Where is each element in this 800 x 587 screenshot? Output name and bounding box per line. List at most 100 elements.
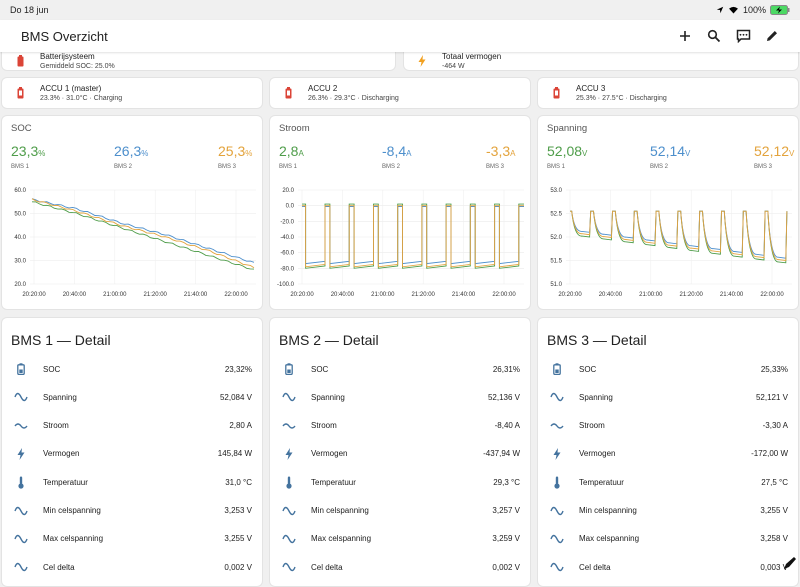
entity-row[interactable]: Max celspanning 3,259 V bbox=[270, 529, 530, 549]
thermometer-icon bbox=[286, 476, 292, 489]
page-title: BMS Overzicht bbox=[21, 28, 108, 44]
accu-1-card[interactable]: ACCU 1 (master) 23.3% · 31.0°C · Charging bbox=[1, 77, 263, 109]
value-number: 52,08 bbox=[547, 143, 583, 159]
entity-row[interactable]: Vermogen 145,84 W bbox=[2, 444, 262, 464]
flash-icon bbox=[13, 447, 29, 460]
sine-wave-icon bbox=[13, 392, 29, 402]
battery-icon bbox=[285, 363, 293, 375]
battery-icon bbox=[13, 363, 29, 375]
entity-row[interactable]: Stroom 2,80 A bbox=[2, 416, 262, 436]
entity-row[interactable]: Min celspanning 3,257 V bbox=[270, 501, 530, 521]
entity-row[interactable]: Temperatuur 29,3 °C bbox=[270, 472, 530, 492]
entity-row[interactable]: Spanning 52,121 V bbox=[538, 387, 798, 407]
entity-row[interactable]: SOC 23,32% bbox=[2, 359, 262, 379]
battery-charging-icon bbox=[770, 5, 790, 15]
value-number: -3,3 bbox=[486, 143, 511, 159]
entity-name: Stroom bbox=[311, 421, 337, 431]
entity-row[interactable]: SOC 25,33% bbox=[538, 359, 798, 379]
entity-row[interactable]: Cel delta 0,002 V bbox=[270, 557, 530, 577]
status-time: Do 18 jun bbox=[10, 5, 49, 15]
current-ac-icon bbox=[549, 422, 565, 430]
entity-row[interactable]: Max celspanning 3,255 V bbox=[2, 529, 262, 549]
x-tick-label: 20:20:00 bbox=[558, 292, 582, 298]
y-tick-label: -20.0 bbox=[280, 219, 294, 225]
line-chart: 60.0 50.0 40.0 30.0 20.0 20:20:00 20:40:00 21:0… bbox=[14, 188, 256, 298]
value-unit: V bbox=[582, 149, 588, 158]
soc-graph-card[interactable]: SOC 23,3% BMS 1 26,3% BMS 2 25,3% BMS 3 60.0 50.… bbox=[1, 115, 263, 310]
y-tick-label: -100.0 bbox=[277, 282, 295, 288]
thermometer-icon bbox=[549, 476, 565, 489]
sine-wave-icon bbox=[282, 393, 296, 402]
entity-value: 0,002 V bbox=[492, 562, 520, 572]
x-tick-label: 22:00:00 bbox=[224, 292, 248, 298]
entity-row[interactable]: Stroom -8,40 A bbox=[270, 416, 530, 436]
card-subtitle: Gemiddeld SOC: 25.0% bbox=[40, 63, 115, 70]
graph-title: Spanning bbox=[547, 123, 588, 134]
x-tick-label: 21:20:00 bbox=[412, 292, 436, 298]
graph-value-bms-2: -8,4A bbox=[382, 143, 411, 159]
entity-row[interactable]: Temperatuur 27,5 °C bbox=[538, 472, 798, 492]
series-line-bms-2 bbox=[570, 210, 788, 259]
y-tick-label: 50.0 bbox=[14, 212, 26, 218]
x-tick-label: 20:40:00 bbox=[331, 292, 355, 298]
line-chart: 53.0 52.5 52.0 51.5 51.0 20:20:00 20:40:00 21:0… bbox=[550, 188, 792, 298]
card-title: ACCU 1 (master) bbox=[40, 84, 102, 93]
entity-row[interactable]: Min celspanning 3,255 V bbox=[538, 501, 798, 521]
thermometer-icon bbox=[18, 476, 24, 489]
entity-row[interactable]: Max celspanning 3,258 V bbox=[538, 529, 798, 549]
graph-label-bms-1: BMS 1 bbox=[11, 164, 30, 170]
sine-wave-icon bbox=[13, 534, 29, 544]
entity-row[interactable]: Min celspanning 3,253 V bbox=[2, 501, 262, 521]
voltage-graph-card[interactable]: Spanning 52,08V BMS 1 52,14V BMS 2 52,12V BMS … bbox=[537, 115, 799, 310]
graph-value-bms-2: 52,14V bbox=[650, 143, 690, 159]
entity-row[interactable]: Cel delta 0,002 V bbox=[2, 557, 262, 577]
entity-row[interactable]: Vermogen -172,00 W bbox=[538, 444, 798, 464]
entity-row[interactable]: Stroom -3,30 A bbox=[538, 416, 798, 436]
sine-wave-icon bbox=[282, 562, 296, 572]
graph-value-bms-3: 52,12V bbox=[754, 143, 794, 159]
y-tick-label: 0.0 bbox=[286, 204, 295, 210]
y-tick-label: 20.0 bbox=[14, 282, 26, 288]
series-line-bms-3 bbox=[301, 205, 524, 268]
wifi-icon bbox=[729, 6, 738, 14]
accu-3-card[interactable]: ACCU 3 25.3% · 27.5°C · Discharging bbox=[537, 77, 799, 109]
entity-name: Vermogen bbox=[579, 449, 616, 459]
edit-button[interactable] bbox=[758, 22, 786, 50]
entity-row[interactable]: Spanning 52,084 V bbox=[2, 387, 262, 407]
entity-row[interactable]: Cel delta 0,003 V bbox=[538, 557, 798, 577]
battery-icon bbox=[285, 87, 291, 99]
entity-row[interactable]: SOC 26,31% bbox=[270, 359, 530, 379]
app-bar: BMS Overzicht bbox=[0, 20, 800, 52]
entity-row[interactable]: Temperatuur 31,0 °C bbox=[2, 472, 262, 492]
thermometer-icon bbox=[554, 476, 560, 489]
add-button[interactable] bbox=[671, 22, 699, 50]
entity-name: Cel delta bbox=[43, 562, 75, 572]
card-subtitle: 25.3% · 27.5°C · Discharging bbox=[576, 95, 667, 102]
x-tick-label: 22:00:00 bbox=[760, 292, 784, 298]
battery-icon bbox=[17, 363, 25, 375]
flash-icon bbox=[418, 55, 426, 67]
ios-status-bar: Do 18 jun 100% bbox=[0, 0, 800, 20]
current-graph-card[interactable]: Stroom 2,8A BMS 1 -8,4A BMS 2 -3,3A BMS 3 20.0 0… bbox=[269, 115, 531, 310]
accu-2-card[interactable]: ACCU 2 26.3% · 29.3°C · Discharging bbox=[269, 77, 531, 109]
value-number: 25,3 bbox=[218, 143, 246, 159]
graph-title: Stroom bbox=[279, 123, 310, 134]
entity-value: 3,257 V bbox=[492, 506, 520, 515]
sine-wave-icon bbox=[282, 534, 296, 543]
x-tick-label: 21:00:00 bbox=[103, 292, 127, 298]
entity-name: Stroom bbox=[579, 421, 605, 431]
y-tick-label: 51.0 bbox=[550, 282, 562, 288]
entity-row[interactable]: Vermogen -437,94 W bbox=[270, 444, 530, 464]
sine-wave-icon bbox=[550, 562, 564, 572]
entity-name: Min celspanning bbox=[43, 506, 101, 515]
entity-name: Cel delta bbox=[579, 562, 611, 572]
card-subtitle: 26.3% · 29.3°C · Discharging bbox=[308, 95, 399, 102]
entity-value: 0,003 V bbox=[760, 562, 788, 572]
graph-label-bms-1: BMS 1 bbox=[547, 164, 566, 170]
entity-value: 145,84 W bbox=[217, 449, 252, 459]
series-line-bms-2 bbox=[31, 198, 255, 263]
entity-row[interactable]: Spanning 52,136 V bbox=[270, 387, 530, 407]
assist-button[interactable] bbox=[729, 22, 757, 50]
search-button[interactable] bbox=[700, 22, 728, 50]
sine-wave-icon bbox=[550, 506, 564, 515]
